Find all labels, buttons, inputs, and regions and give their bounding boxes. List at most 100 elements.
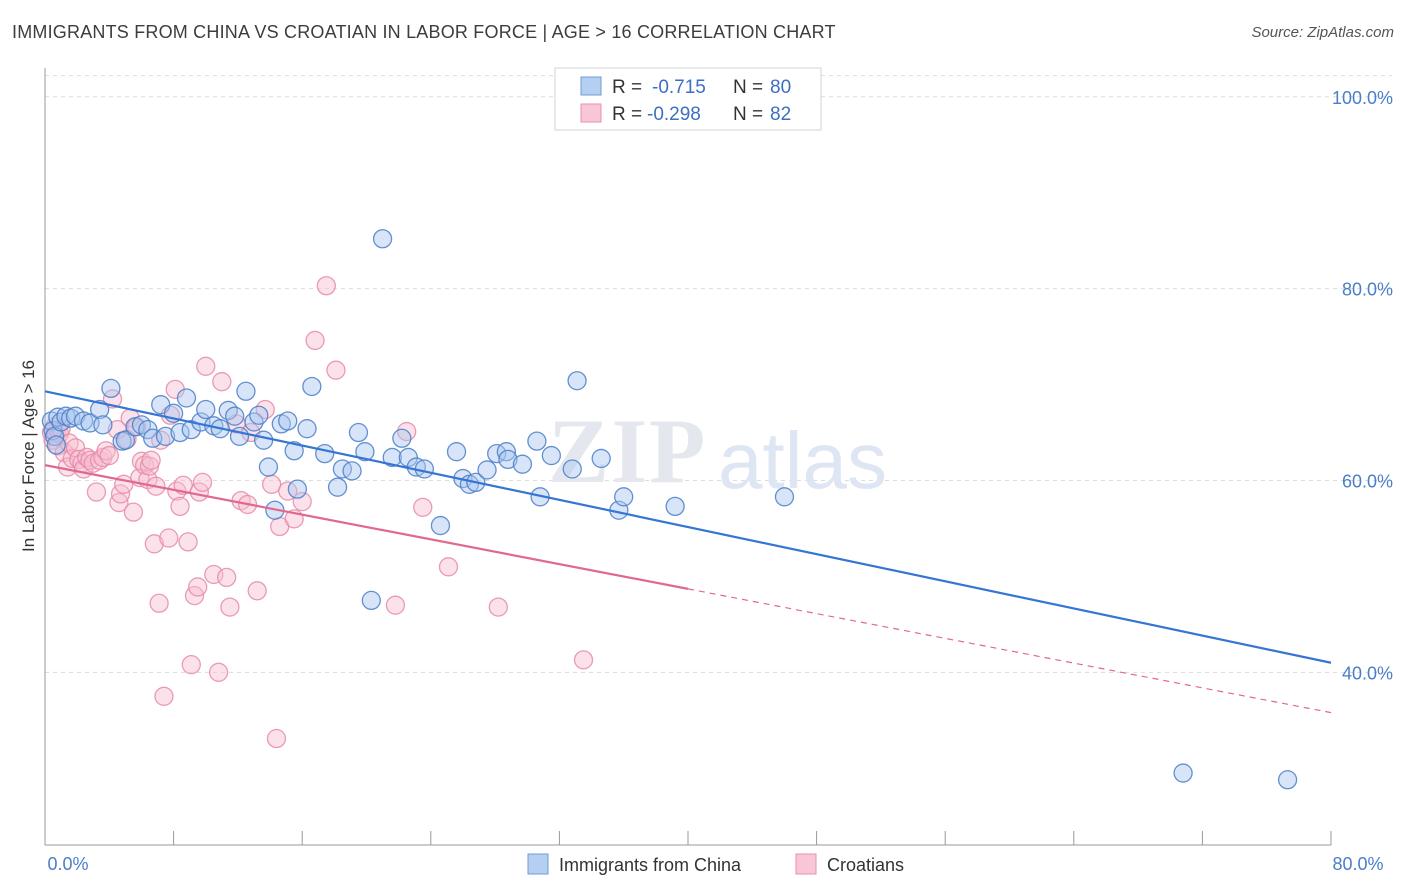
- legend-n-value-croatians: 82: [770, 104, 791, 125]
- trendlines: [44, 390, 1332, 714]
- china-trendline: [44, 390, 1332, 664]
- croatians-point: [326, 360, 346, 380]
- croatians-point: [438, 557, 459, 577]
- china-point: [155, 426, 176, 447]
- y-axis-title: In Labor Force | Age > 16: [19, 360, 38, 552]
- china-point: [181, 419, 201, 440]
- source-credit: Source: ZipAtlas.com: [1251, 24, 1394, 41]
- legend-n-value-china: 80: [770, 77, 791, 98]
- china-point: [101, 378, 121, 399]
- croatians-point: [99, 445, 119, 466]
- series-legend: Immigrants from China Croatians: [527, 853, 904, 875]
- china-point: [1277, 770, 1298, 790]
- china-point: [176, 388, 197, 408]
- china-point: [327, 477, 348, 497]
- china-point: [614, 487, 634, 507]
- x-axis-ticks: [44, 831, 1332, 845]
- series-legend-label-china: Immigrants from China: [559, 855, 742, 875]
- china-point: [512, 454, 533, 474]
- china-points: [41, 229, 1298, 790]
- china-point: [355, 442, 375, 462]
- croatians-trendline: [44, 464, 689, 590]
- china-point: [46, 435, 66, 455]
- china-point: [225, 406, 245, 426]
- croatians-point: [159, 528, 179, 548]
- x-tick-label-max: 80.0%: [1332, 854, 1383, 874]
- y-tick-label: 80.0%: [1342, 280, 1393, 300]
- china-point: [284, 441, 304, 461]
- croatians-point: [181, 655, 201, 675]
- stats-legend: R = -0.715 N = 80 R = -0.298 N = 82: [554, 67, 822, 131]
- china-point: [342, 461, 362, 481]
- croatians-points: [41, 276, 594, 749]
- croatians-trendline-extension: [687, 588, 1332, 714]
- x-tick-label-min: 0.0%: [47, 854, 88, 874]
- legend-swatch-croatians: [580, 103, 602, 123]
- y-tick-label: 100.0%: [1332, 88, 1393, 108]
- china-point: [665, 496, 685, 517]
- china-point: [446, 442, 467, 462]
- croatians-point: [123, 502, 144, 522]
- croatians-point: [188, 577, 208, 597]
- watermark-zip: ZIP: [548, 400, 707, 502]
- china-point: [115, 430, 136, 450]
- croatians-point: [144, 534, 164, 554]
- china-point: [332, 459, 353, 479]
- legend-swatch-china: [580, 76, 602, 96]
- gridlines: [45, 75, 1392, 673]
- croatians-point: [488, 597, 508, 617]
- croatians-point: [170, 496, 190, 517]
- legend-n-label-croatians: N =: [733, 104, 763, 125]
- croatians-point: [278, 481, 298, 501]
- croatians-point: [220, 597, 240, 617]
- china-point: [287, 479, 308, 499]
- croatians-point: [208, 662, 229, 682]
- croatians-point: [149, 593, 169, 613]
- china-point: [498, 449, 518, 470]
- china-point: [258, 457, 279, 477]
- china-point: [567, 371, 587, 391]
- china-point: [382, 447, 402, 468]
- croatians-point: [196, 356, 216, 376]
- china-point: [315, 443, 335, 464]
- croatians-point: [192, 472, 213, 493]
- china-point: [236, 381, 256, 401]
- china-point: [487, 443, 507, 464]
- china-point: [591, 448, 611, 469]
- croatians-point: [262, 474, 282, 494]
- croatians-point: [247, 581, 267, 601]
- series-legend-label-croatians: Croatians: [827, 855, 904, 875]
- china-point: [392, 428, 412, 448]
- china-point: [93, 415, 113, 435]
- china-point: [477, 460, 497, 480]
- watermark-atlas: atlas: [718, 416, 887, 505]
- china-point: [196, 399, 216, 420]
- china-point: [527, 431, 547, 451]
- china-point: [302, 376, 322, 397]
- china-point: [541, 445, 562, 466]
- china-point: [774, 487, 795, 507]
- legend-n-label-china: N =: [733, 77, 763, 98]
- croatians-point: [413, 497, 433, 517]
- chart-title: IMMIGRANTS FROM CHINA VS CROATIAN IN LAB…: [12, 22, 836, 42]
- croatians-point: [212, 372, 232, 392]
- china-point: [297, 419, 317, 439]
- legend-r-value-china: -0.715: [652, 77, 706, 98]
- croatians-point: [216, 567, 237, 588]
- croatians-point: [292, 491, 312, 512]
- series-legend-swatch-china: [527, 853, 549, 875]
- croatians-point: [266, 728, 287, 749]
- china-point: [249, 405, 269, 425]
- china-point: [90, 399, 110, 420]
- legend-r-value-croatians: -0.298: [647, 104, 701, 125]
- y-axis-tick-labels: 40.0% 60.0% 80.0% 100.0%: [1332, 88, 1393, 684]
- china-point: [562, 459, 582, 479]
- croatians-point: [86, 482, 107, 502]
- croatians-point: [178, 532, 198, 552]
- croatians-point: [90, 450, 110, 470]
- china-point: [361, 590, 381, 611]
- china-point: [278, 411, 298, 431]
- y-tick-label: 60.0%: [1342, 471, 1393, 491]
- china-point: [348, 422, 369, 443]
